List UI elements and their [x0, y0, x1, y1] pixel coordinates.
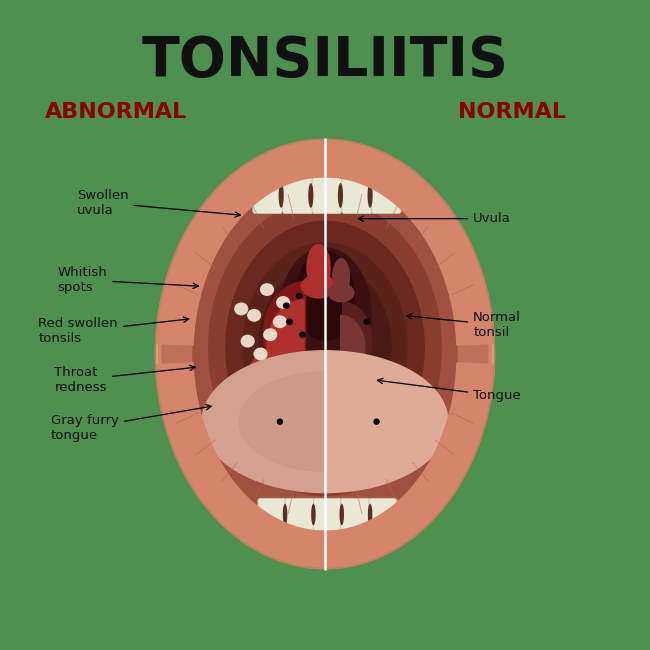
Text: Gray furry
tongue: Gray furry tongue	[51, 404, 211, 442]
Text: Throat
redness: Throat redness	[55, 365, 195, 394]
Polygon shape	[267, 300, 304, 395]
Text: Uvula: Uvula	[358, 212, 511, 225]
Ellipse shape	[240, 335, 255, 348]
Ellipse shape	[277, 419, 283, 425]
FancyBboxPatch shape	[342, 177, 372, 213]
Ellipse shape	[263, 328, 278, 341]
Text: Whitish
spots: Whitish spots	[58, 266, 198, 294]
Polygon shape	[248, 348, 277, 411]
Polygon shape	[239, 372, 325, 471]
Ellipse shape	[273, 315, 287, 328]
Polygon shape	[193, 177, 457, 531]
Polygon shape	[343, 302, 372, 380]
Polygon shape	[155, 145, 495, 563]
Polygon shape	[263, 281, 305, 388]
Ellipse shape	[279, 183, 284, 208]
Ellipse shape	[276, 296, 290, 309]
FancyBboxPatch shape	[253, 177, 283, 213]
Polygon shape	[209, 200, 441, 496]
Ellipse shape	[339, 504, 344, 525]
Ellipse shape	[286, 318, 293, 325]
Ellipse shape	[247, 309, 261, 322]
FancyBboxPatch shape	[371, 177, 401, 213]
Ellipse shape	[367, 183, 372, 208]
FancyBboxPatch shape	[283, 177, 313, 213]
FancyBboxPatch shape	[313, 499, 342, 530]
FancyBboxPatch shape	[341, 499, 370, 530]
Ellipse shape	[254, 348, 268, 361]
Polygon shape	[162, 151, 488, 557]
Ellipse shape	[283, 302, 290, 309]
Ellipse shape	[363, 318, 370, 325]
Polygon shape	[296, 252, 354, 341]
FancyBboxPatch shape	[258, 499, 287, 530]
Text: ABNORMAL: ABNORMAL	[44, 102, 187, 122]
Ellipse shape	[260, 283, 274, 296]
Ellipse shape	[328, 283, 355, 302]
Text: NORMAL: NORMAL	[458, 102, 566, 122]
Ellipse shape	[306, 244, 331, 290]
Ellipse shape	[234, 302, 248, 315]
Text: TONSILIITIS: TONSILIITIS	[142, 34, 508, 88]
Ellipse shape	[301, 274, 336, 298]
Ellipse shape	[296, 292, 303, 299]
Ellipse shape	[338, 183, 343, 208]
Polygon shape	[279, 248, 371, 383]
Polygon shape	[226, 221, 424, 474]
Ellipse shape	[332, 258, 350, 295]
Polygon shape	[202, 351, 325, 493]
Polygon shape	[156, 140, 494, 345]
Polygon shape	[159, 148, 491, 560]
Ellipse shape	[311, 504, 316, 525]
Ellipse shape	[368, 504, 372, 525]
Text: Tongue: Tongue	[378, 378, 521, 402]
FancyBboxPatch shape	[312, 177, 342, 213]
Ellipse shape	[283, 504, 287, 525]
Polygon shape	[259, 263, 391, 432]
Text: Swollen
uvula: Swollen uvula	[77, 188, 240, 217]
FancyBboxPatch shape	[369, 499, 397, 530]
Text: Normal
tonsil: Normal tonsil	[406, 311, 521, 339]
Ellipse shape	[299, 332, 306, 338]
Ellipse shape	[308, 183, 313, 208]
Polygon shape	[156, 363, 494, 569]
Polygon shape	[243, 243, 407, 452]
FancyBboxPatch shape	[285, 499, 315, 530]
Polygon shape	[341, 316, 365, 380]
Text: Red swollen
tonsils: Red swollen tonsils	[38, 317, 188, 345]
Polygon shape	[325, 351, 448, 493]
Ellipse shape	[373, 419, 380, 425]
